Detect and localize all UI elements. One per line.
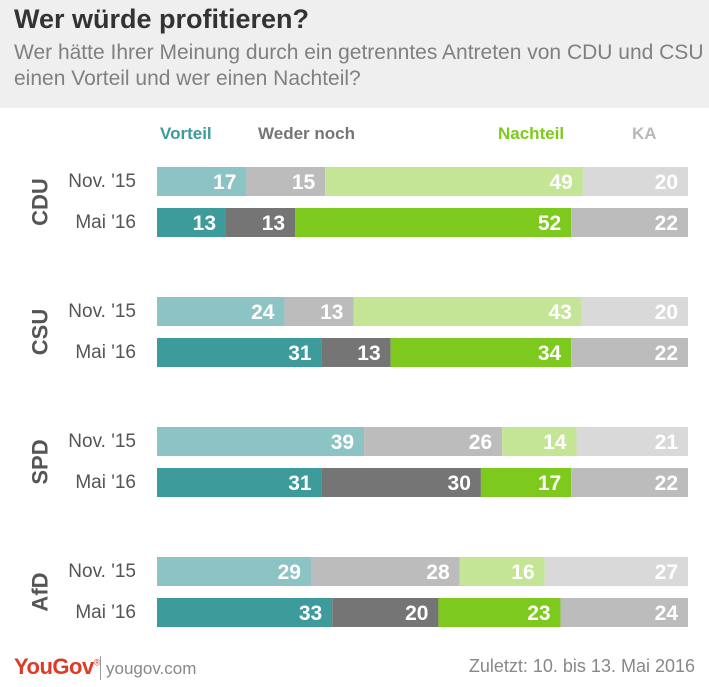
bar-csu-mai-16-nachteil — [390, 338, 572, 367]
value-label-afd-mai-16-weder-noch: 20 — [405, 602, 428, 625]
row-label-cdu-mai-16: Mai '16 — [75, 212, 136, 233]
value-label-spd-mai-16-ka: 22 — [655, 472, 678, 495]
bar-csu-nov-15-weder-noch — [284, 297, 354, 326]
party-label-afd: AfD — [28, 572, 53, 611]
party-label-spd: SPD — [28, 439, 53, 484]
value-label-spd-mai-16-weder-noch: 30 — [448, 472, 471, 495]
bar-cdu-mai-16-ka — [571, 208, 688, 237]
bar-cdu-nov-15-ka — [582, 167, 688, 196]
bar-spd-mai-16-nachteil — [480, 468, 572, 497]
bar-afd-nov-15-ka — [544, 557, 688, 586]
yougov-logo: YouGov® — [14, 654, 100, 679]
footer-url[interactable]: yougov.com — [106, 659, 197, 678]
value-label-csu-nov-15-vorteil: 24 — [251, 301, 275, 324]
value-label-afd-mai-16-nachteil: 23 — [527, 602, 550, 625]
row-label-spd-nov-15: Nov. '15 — [68, 431, 136, 452]
bar-spd-nov-15-vorteil — [157, 427, 365, 456]
value-label-spd-nov-15-ka: 21 — [655, 431, 679, 454]
value-label-afd-nov-15-ka: 27 — [655, 561, 678, 584]
row-label-csu-nov-15: Nov. '15 — [68, 301, 136, 322]
bar-cdu-nov-15-weder-noch — [246, 167, 326, 196]
bar-cdu-nov-15-vorteil — [157, 167, 247, 196]
bar-cdu-mai-16-nachteil — [295, 208, 572, 237]
footer-date: Zuletzt: 10. bis 13. Mai 2016 — [468, 656, 695, 676]
bar-spd-nov-15-weder-noch — [364, 427, 503, 456]
value-label-spd-nov-15-weder-noch: 26 — [469, 431, 492, 454]
bar-csu-nov-15-vorteil — [157, 297, 285, 326]
bar-csu-mai-16-vorteil — [157, 338, 322, 367]
value-label-spd-mai-16-nachteil: 17 — [538, 472, 561, 495]
bar-afd-mai-16-weder-noch — [332, 598, 439, 627]
bar-csu-mai-16-weder-noch — [321, 338, 391, 367]
chart-subtitle: Wer hätte Ihrer Meinung durch ein getren… — [14, 41, 704, 90]
value-label-csu-mai-16-vorteil: 31 — [288, 342, 312, 365]
bar-csu-nov-15-ka — [581, 297, 688, 326]
value-label-cdu-nov-15-weder-noch: 15 — [292, 171, 316, 194]
bar-spd-nov-15-ka — [576, 427, 688, 456]
value-label-afd-nov-15-weder-noch: 28 — [426, 561, 450, 584]
legend-ka: KA — [632, 124, 657, 143]
bar-afd-mai-16-ka — [560, 598, 688, 627]
value-label-afd-mai-16-ka: 24 — [655, 602, 679, 625]
value-label-cdu-mai-16-ka: 22 — [655, 212, 678, 235]
value-label-cdu-nov-15-ka: 20 — [655, 171, 678, 194]
bar-afd-nov-15-weder-noch — [310, 557, 460, 586]
bar-afd-mai-16-vorteil — [157, 598, 333, 627]
header: Wer würde profitieren? Wer hätte Ihrer M… — [0, 0, 709, 108]
value-label-spd-nov-15-nachteil: 14 — [543, 431, 567, 454]
value-label-afd-nov-15-nachteil: 16 — [511, 561, 534, 584]
value-label-spd-nov-15-vorteil: 39 — [331, 431, 354, 454]
value-label-cdu-nov-15-nachteil: 49 — [549, 171, 572, 194]
value-label-csu-nov-15-weder-noch: 13 — [320, 301, 343, 324]
legend-nachteil: Nachteil — [498, 124, 565, 143]
bar-cdu-mai-16-vorteil — [157, 208, 227, 237]
bar-spd-mai-16-vorteil — [157, 468, 322, 497]
value-label-cdu-mai-16-weder-noch: 13 — [262, 212, 285, 235]
bar-csu-nov-15-nachteil — [353, 297, 582, 326]
value-label-cdu-mai-16-nachteil: 52 — [538, 212, 561, 235]
value-label-afd-nov-15-vorteil: 29 — [278, 561, 301, 584]
bar-spd-nov-15-nachteil — [502, 427, 577, 456]
bar-afd-nov-15-nachteil — [459, 557, 545, 586]
value-label-csu-mai-16-weder-noch: 13 — [357, 342, 380, 365]
value-label-csu-mai-16-nachteil: 34 — [538, 342, 562, 365]
legend-vorteil: Vorteil — [160, 124, 212, 143]
row-label-afd-mai-16: Mai '16 — [75, 602, 136, 623]
value-label-afd-mai-16-vorteil: 33 — [299, 602, 322, 625]
bar-afd-mai-16-nachteil — [438, 598, 561, 627]
bar-spd-mai-16-ka — [571, 468, 688, 497]
bar-cdu-mai-16-weder-noch — [226, 208, 296, 237]
footer-separator — [100, 656, 101, 680]
party-label-cdu: CDU — [28, 178, 53, 226]
row-label-afd-nov-15: Nov. '15 — [68, 561, 136, 582]
bar-csu-mai-16-ka — [571, 338, 688, 367]
legend-weder-noch: Weder noch — [258, 124, 355, 143]
value-label-cdu-mai-16-vorteil: 13 — [193, 212, 216, 235]
row-label-spd-mai-16: Mai '16 — [75, 472, 136, 493]
row-label-cdu-nov-15: Nov. '15 — [68, 171, 136, 192]
bar-cdu-nov-15-nachteil — [325, 167, 583, 196]
party-label-csu: CSU — [28, 309, 53, 355]
value-label-csu-nov-15-ka: 20 — [655, 301, 678, 324]
value-label-csu-mai-16-ka: 22 — [655, 342, 678, 365]
value-label-spd-mai-16-vorteil: 31 — [288, 472, 312, 495]
value-label-cdu-nov-15-vorteil: 17 — [213, 171, 236, 194]
value-label-csu-nov-15-nachteil: 43 — [548, 301, 571, 324]
bar-afd-nov-15-vorteil — [157, 557, 311, 586]
chart-title: Wer würde profitieren? — [14, 4, 310, 34]
bar-spd-mai-16-weder-noch — [321, 468, 481, 497]
row-label-csu-mai-16: Mai '16 — [75, 342, 136, 363]
